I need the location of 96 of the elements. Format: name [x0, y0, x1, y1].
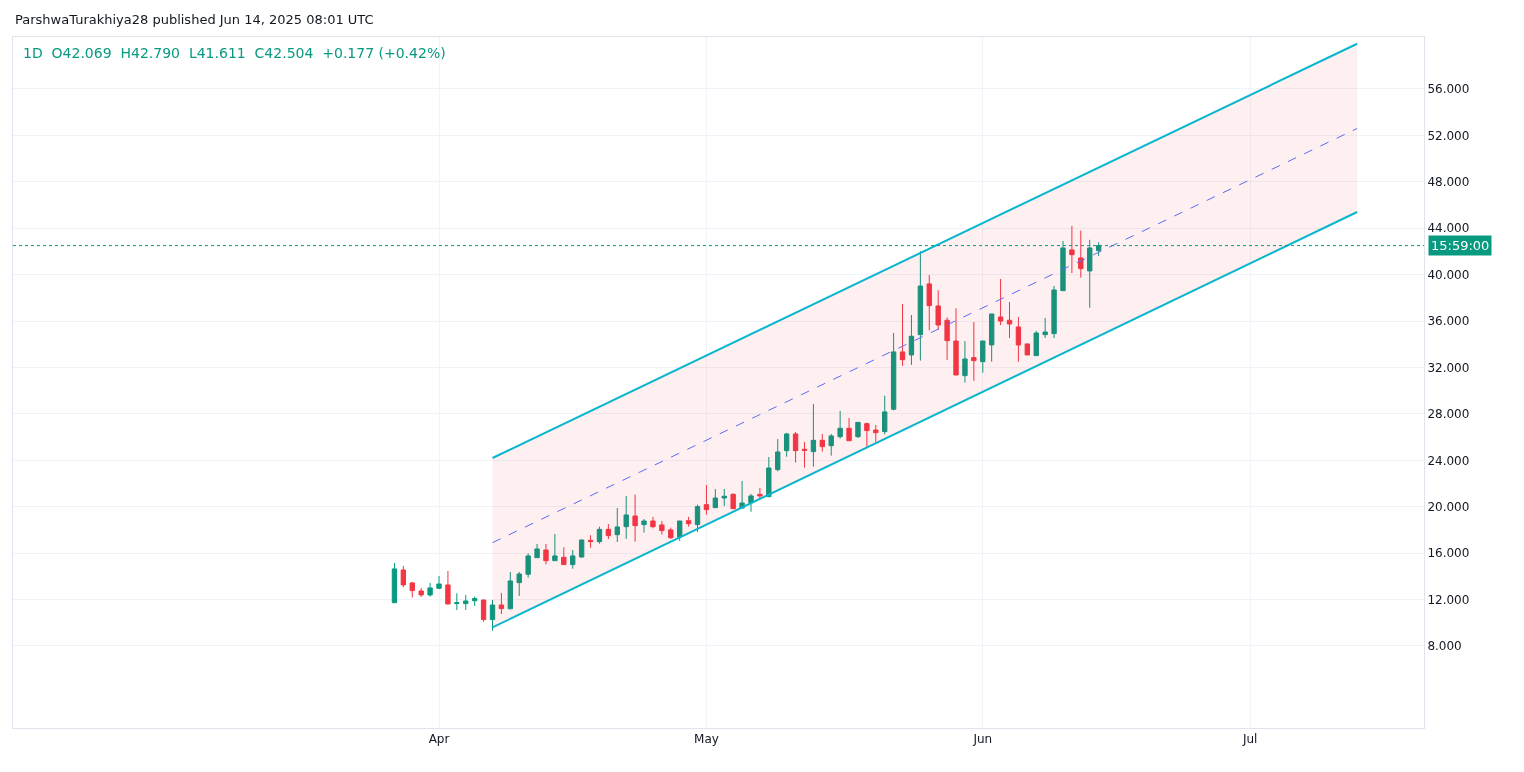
candlestick [650, 516, 656, 529]
candlestick [507, 571, 514, 610]
y-tick-label: 52.000 [1427, 128, 1470, 143]
candlestick [463, 594, 469, 611]
x-tick-label: Jul [1241, 732, 1258, 747]
candlestick [605, 523, 612, 540]
candlestick [543, 543, 549, 565]
candlestick [570, 549, 576, 570]
y-tick-label: 56.000 [1427, 82, 1470, 97]
candlestick [775, 438, 781, 472]
candlestick [864, 422, 870, 448]
candlestick [748, 493, 754, 513]
candlestick [436, 575, 442, 590]
candlestick [534, 543, 540, 559]
candlestick [828, 433, 834, 457]
candlestick [766, 456, 772, 498]
candlestick [614, 507, 620, 543]
candlestick [596, 526, 603, 545]
candlestick [792, 431, 799, 464]
candlestick [677, 520, 683, 542]
candlestick [890, 332, 897, 411]
candlestick [1015, 316, 1022, 363]
candlestick [712, 488, 719, 509]
candlestick [480, 599, 487, 623]
candlestick [1033, 330, 1039, 357]
candlestick [685, 516, 692, 528]
candlestick [400, 565, 407, 588]
candlestick [899, 303, 906, 367]
candlestick [730, 492, 736, 510]
candlestick [908, 314, 915, 366]
candlestick [561, 546, 567, 566]
x-tick-label: Apr [428, 732, 450, 747]
candlestick [837, 410, 843, 440]
candlestick [846, 417, 852, 442]
y-tick-label: 20.000 [1427, 499, 1470, 514]
candlestick [694, 504, 701, 533]
candlestick [721, 488, 727, 507]
candlestick [409, 581, 415, 599]
candlestick [917, 250, 924, 362]
y-tick-label: 44.000 [1427, 221, 1470, 236]
y-tick-label: 24.000 [1427, 453, 1470, 468]
candlestick [997, 278, 1004, 326]
y-tick-label: 48.000 [1427, 175, 1470, 190]
candlestick [578, 538, 585, 559]
candlestick [935, 289, 941, 331]
candlestick [525, 552, 531, 579]
y-tick-label: 32.000 [1427, 360, 1470, 375]
candlestick [962, 340, 968, 384]
candlestick [1042, 317, 1048, 339]
candlestick [953, 307, 959, 376]
candlestick [988, 313, 995, 363]
candlestick [926, 274, 932, 331]
text: 1D O42.069 H42.790 L41.611 C42.504 +0.177 (+0.42%) [23, 44, 446, 61]
candlestick [1051, 285, 1057, 339]
candlestick [623, 495, 629, 540]
text: ParshwaTurakhiya28 published Jun 14, 2025 08:01 UTC [15, 12, 374, 27]
candlestick [819, 433, 825, 453]
candlestick [587, 534, 594, 549]
candlestick [445, 570, 451, 605]
candlestick [801, 441, 808, 469]
candlestick [471, 596, 478, 607]
candlestick [1006, 301, 1013, 339]
candlestick [632, 494, 638, 543]
candlestick [1069, 225, 1075, 274]
candlestick [552, 533, 558, 562]
candlestick [944, 316, 950, 361]
candlestick [1024, 343, 1031, 356]
y-tick-label: 28.000 [1427, 407, 1470, 422]
candlestick [1078, 230, 1084, 279]
candlestick [427, 582, 433, 598]
candlestick [418, 587, 424, 598]
candlestick [971, 321, 977, 382]
x-tick-label: Jun [972, 732, 993, 747]
candlestick [980, 340, 986, 374]
candlestick [454, 592, 460, 611]
candlestick [810, 403, 817, 468]
y-tick-label: 36.000 [1427, 314, 1470, 329]
candlestick [855, 421, 861, 439]
candlestick [882, 395, 888, 435]
candlestick [668, 527, 674, 540]
candlestick [783, 432, 790, 458]
candlestick [703, 484, 710, 516]
y-tick-label: 12.000 [1427, 592, 1470, 607]
candlestick [641, 518, 647, 534]
candlestick [516, 571, 522, 597]
candlestick [659, 520, 665, 536]
candlestick [489, 599, 496, 632]
y-tick-label: 16.000 [1427, 546, 1470, 561]
candlestick [498, 592, 505, 615]
candlestick [757, 487, 763, 500]
candlestick [873, 424, 879, 443]
y-tick-label: 40.000 [1427, 267, 1470, 282]
y-tick-label: 8.000 [1427, 639, 1462, 654]
candlestick [391, 562, 398, 604]
text: 15:59:00 [1431, 238, 1490, 253]
x-tick-label: May [694, 732, 719, 747]
